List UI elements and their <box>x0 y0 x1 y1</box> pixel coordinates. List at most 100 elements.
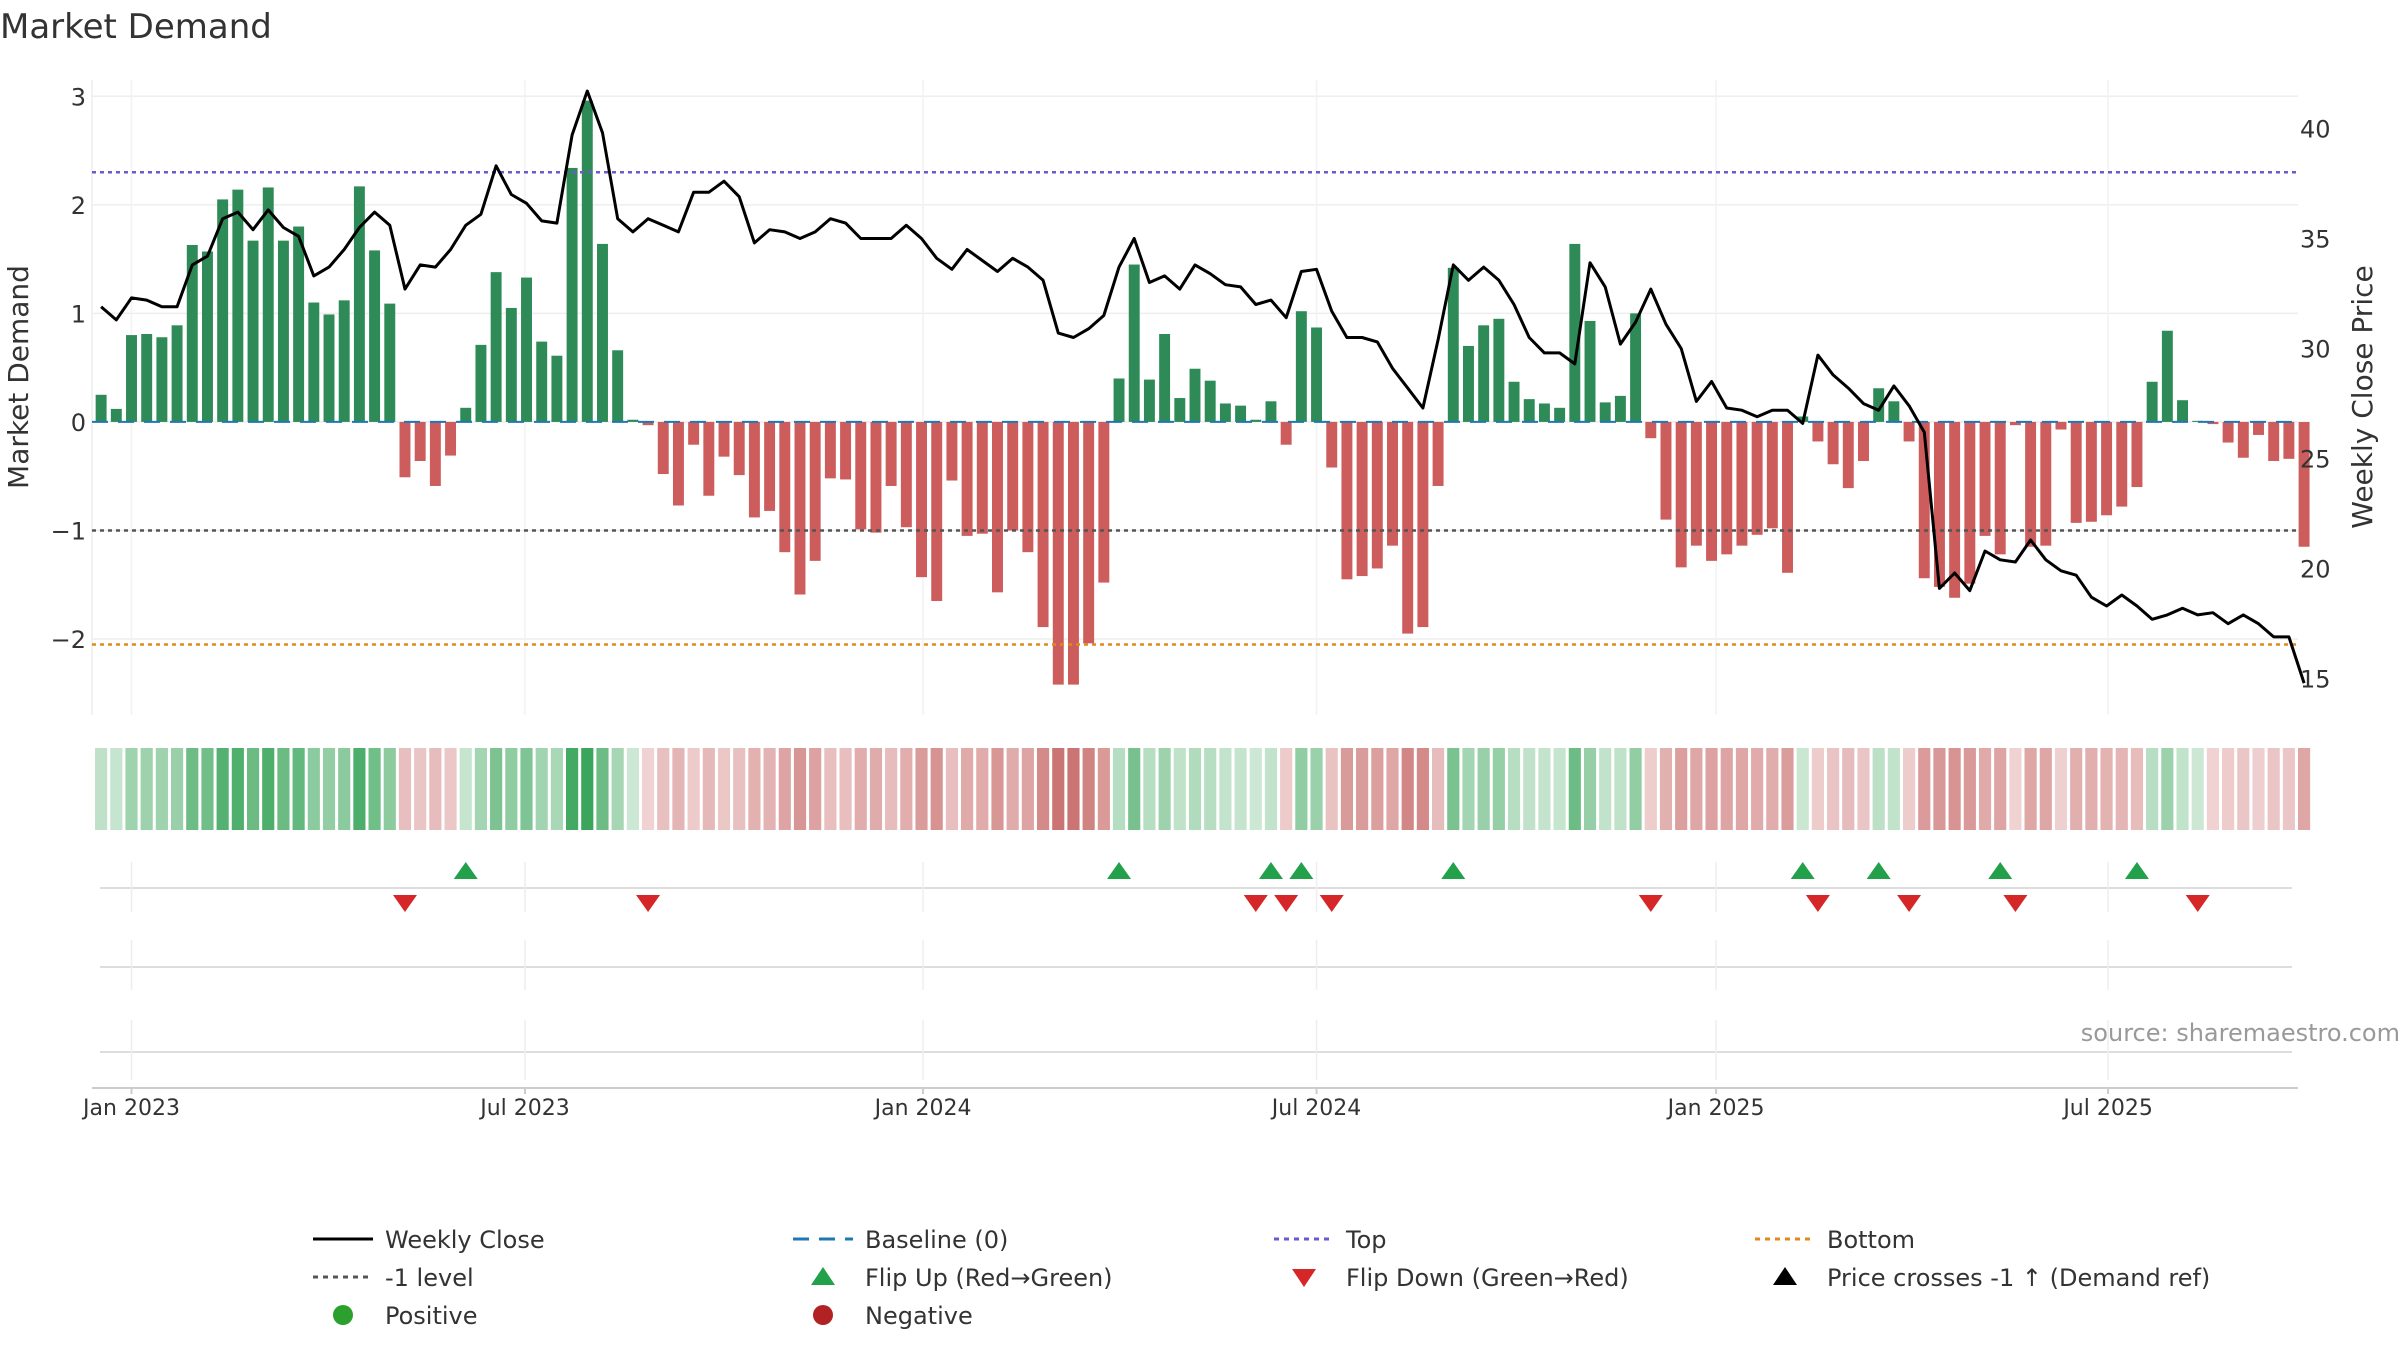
left-axis-label: Market Demand <box>2 265 35 489</box>
heat-cell <box>1295 748 1308 830</box>
legend-label: -1 level <box>385 1264 474 1292</box>
demand-bar <box>703 421 715 496</box>
flip-down-marker <box>636 895 661 912</box>
legend-item: Price crosses -1 ↑ (Demand ref) <box>1773 1264 2210 1292</box>
heat-cell <box>1158 748 1171 830</box>
demand-bar <box>460 407 472 422</box>
demand-bar <box>2025 421 2037 547</box>
flip-up-marker <box>2124 862 2149 879</box>
demand-bar <box>384 303 396 422</box>
heat-cell <box>976 748 989 830</box>
demand-bar <box>1052 421 1064 685</box>
demand-bar <box>1402 421 1414 634</box>
heat-cell <box>155 748 168 830</box>
demand-bar <box>1812 421 1824 442</box>
heat-cell <box>2024 748 2037 830</box>
demand-bar <box>2222 421 2234 443</box>
demand-bar <box>186 244 198 422</box>
legend-swatch <box>1773 1267 1797 1285</box>
heat-cell <box>1356 748 1369 830</box>
heat-cell <box>2191 748 2204 830</box>
left-tick-label: 2 <box>71 192 86 220</box>
demand-bar <box>1873 388 1885 422</box>
heat-cell <box>1948 748 1961 830</box>
left-axis-ticks: 3 2 1 0 −1 −2 <box>51 83 86 654</box>
demand-bar <box>1371 421 1383 569</box>
heat-cell <box>307 748 320 830</box>
heat-cell <box>1447 748 1460 830</box>
heat-cell <box>110 748 123 830</box>
heat-cell <box>1796 748 1809 830</box>
legend: Weekly Close Baseline (0) Top Bottom -1 leve… <box>313 1226 2210 1330</box>
demand-heat-strip <box>95 748 2311 830</box>
demand-bar <box>900 421 912 528</box>
demand-bar <box>855 421 867 530</box>
demand-bar <box>171 325 183 422</box>
flip-up-marker <box>1289 862 1314 879</box>
demand-bar <box>414 421 426 461</box>
demand-bar <box>916 421 927 578</box>
legend-item: Positive <box>333 1302 478 1330</box>
legend-label: Bottom <box>1827 1226 1915 1254</box>
demand-bar <box>1037 421 1049 628</box>
demand-bar <box>1660 421 1672 520</box>
demand-bar <box>1022 421 1034 553</box>
demand-bar <box>2101 421 2113 516</box>
demand-bar <box>1599 402 1611 422</box>
heat-cell <box>793 748 807 830</box>
heat-cell <box>1234 748 1247 830</box>
demand-bar <box>95 394 107 422</box>
x-tick-label: Jan 2023 <box>81 1096 180 1121</box>
demand-bar <box>2085 421 2097 522</box>
heat-cell <box>991 748 1004 830</box>
left-tick-label: −2 <box>51 626 86 654</box>
heat-cell <box>2282 748 2295 830</box>
demand-bar <box>1280 421 1292 445</box>
weekly-close-line <box>100 89 2306 684</box>
heat-cell <box>1280 748 1293 830</box>
heat-cell <box>1264 748 1278 830</box>
heat-cell <box>1249 748 1262 830</box>
legend-label: Top <box>1345 1226 1387 1254</box>
heat-cell <box>2146 748 2159 830</box>
heat-cell <box>520 748 533 830</box>
heat-cell <box>945 748 958 830</box>
heat-cell <box>1963 748 1976 830</box>
demand-bar <box>277 240 289 422</box>
demand-bar <box>202 251 213 422</box>
heat-cell <box>2100 748 2113 830</box>
legend-label: Positive <box>385 1302 478 1330</box>
heat-cell <box>322 748 336 830</box>
heat-cell <box>1751 748 1764 830</box>
heat-cell <box>1553 748 1566 830</box>
chart-title: Market Demand <box>0 7 272 47</box>
demand-bar <box>885 421 897 486</box>
demand-bar <box>1250 419 1262 422</box>
demand-bar <box>824 421 836 479</box>
demand-bar <box>566 167 578 422</box>
demand-bar <box>445 421 457 456</box>
heat-cell <box>368 748 381 830</box>
legend-item: Bottom <box>1755 1226 1915 1254</box>
heat-cell <box>1325 748 1338 830</box>
heat-cell <box>429 748 442 830</box>
demand-bar <box>1538 403 1550 422</box>
demand-bar <box>1432 421 1444 486</box>
demand-bar <box>931 421 943 602</box>
legend-swatch <box>1292 1269 1316 1287</box>
heat-cell <box>1933 748 1946 830</box>
demand-bar <box>1979 421 1991 536</box>
demand-bar <box>688 421 700 445</box>
demand-bar <box>1903 421 1915 442</box>
heat-cell <box>1097 748 1110 830</box>
flip-down-marker <box>1319 895 1344 912</box>
heat-cell <box>702 748 715 830</box>
heat-cell <box>2009 748 2022 830</box>
demand-bar <box>946 421 958 481</box>
demand-bar <box>2253 421 2264 435</box>
right-axis-label: Weekly Close Price <box>2346 265 2379 528</box>
heat-cell <box>246 748 260 830</box>
heat-cell <box>1583 748 1597 830</box>
demand-bar <box>1645 421 1657 439</box>
heat-cell <box>1340 748 1353 830</box>
